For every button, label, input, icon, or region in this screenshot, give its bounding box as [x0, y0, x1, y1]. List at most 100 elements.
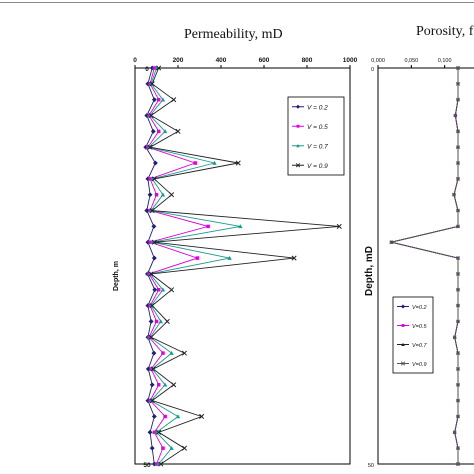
permeability-legend: V = 0.2 V = 0.5 V = 0.7 V = 0.9 [287, 96, 345, 176]
permeability-data-point [162, 382, 168, 387]
permeability-series-group [143, 65, 342, 467]
porosity-legend-marker [401, 342, 405, 346]
permeability-data-point [169, 350, 174, 355]
permeability-data-point [147, 335, 153, 340]
permeability-data-point [152, 430, 157, 435]
permeability-x-tick-label: 1000 [343, 57, 358, 64]
permeability-data-point [148, 81, 154, 86]
permeability-data-point [161, 446, 165, 450]
permeability-data-point [171, 382, 177, 388]
permeability-data-point [169, 445, 174, 450]
permeability-axes: 0 200 400 600 800 1000 0 50 [133, 57, 357, 469]
porosity-data-point [456, 351, 460, 356]
permeability-data-point [164, 318, 170, 324]
permeability-data-point [235, 160, 241, 166]
porosity-data-point [456, 382, 460, 387]
porosity-data-point [456, 97, 460, 102]
porosity-data-point [456, 176, 460, 181]
permeability-data-point [149, 398, 155, 404]
permeability-data-point [148, 271, 154, 277]
permeability-chart-title: Permeability, mD [184, 27, 283, 42]
permeability-data-point [156, 97, 161, 102]
permeability-data-point [152, 287, 158, 293]
permeability-data-point [154, 462, 159, 466]
porosity-series-line [391, 68, 459, 464]
permeability-x-tick-label: 600 [259, 57, 270, 64]
permeability-data-point [168, 192, 175, 198]
porosity-data-point [456, 398, 460, 403]
porosity-chart-title: Porosity, f [416, 24, 474, 39]
permeability-data-point [206, 224, 210, 229]
permeability-y-tick-label: 0 [145, 66, 149, 73]
porosity-legend-marker [400, 361, 406, 366]
permeability-data-point [148, 398, 154, 403]
permeability-data-point [154, 192, 159, 197]
porosity-data-point [456, 224, 460, 229]
permeability-x-tick-label: 200 [173, 57, 184, 64]
porosity-data-point [456, 287, 460, 292]
permeability-data-point [151, 255, 157, 261]
porosity-data-point [456, 462, 460, 466]
permeability-y-tick-label: 50 [143, 462, 151, 469]
permeability-data-point [148, 240, 152, 244]
permeability-x-tick-label: 400 [216, 57, 227, 64]
porosity-y-tick-label: 50 [368, 463, 374, 469]
porosity-data-point [452, 335, 457, 340]
permeability-data-point [146, 145, 152, 149]
permeability-legend-marker [295, 163, 301, 168]
permeability-data-point [193, 161, 197, 165]
permeability-data-point [147, 144, 153, 150]
permeability-data-point [150, 128, 156, 134]
permeability-series-line [147, 67, 210, 465]
permeability-data-point [175, 414, 181, 419]
permeability-data-point [151, 413, 157, 420]
permeability-data-point [148, 318, 154, 324]
porosity-x-tick-label: 0,100 [438, 58, 452, 64]
porosity-data-point [456, 66, 460, 70]
permeability-data-point [238, 224, 243, 229]
porosity-data-point [456, 208, 460, 213]
permeability-data-point [156, 65, 162, 71]
permeability-data-point [158, 461, 164, 467]
porosity-series-line [391, 68, 459, 464]
permeability-data-point [152, 160, 158, 166]
permeability-series-line [148, 67, 241, 465]
porosity-data-point [452, 192, 456, 197]
permeability-data-point [149, 208, 155, 214]
permeability-data-point [147, 113, 153, 118]
porosity-data-point [456, 256, 460, 261]
porosity-data-point [456, 446, 460, 451]
porosity-legend-label: V=0.9 [412, 362, 427, 368]
porosity-series-line [391, 68, 459, 464]
porosity-data-point [456, 161, 460, 165]
permeability-legend-marker [295, 104, 301, 109]
permeability-data-point [181, 445, 188, 451]
permeability-data-point [160, 192, 166, 197]
permeability-data-point [150, 366, 155, 371]
permeability-data-point [149, 382, 155, 388]
permeability-data-point [149, 303, 155, 309]
permeability-data-point [148, 112, 154, 119]
permeability-data-point [195, 256, 200, 260]
permeability-plot-area [134, 67, 351, 465]
porosity-data-point [456, 303, 460, 308]
permeability-data-point [150, 366, 156, 372]
porosity-legend-box [392, 296, 434, 374]
porosity-data-point [456, 271, 460, 276]
porosity-legend-label: V=0.2 [412, 305, 427, 311]
permeability-data-point [160, 97, 166, 102]
porosity-axes: 0,000 0,050 0,100 0 50 [368, 58, 452, 469]
permeability-x-tick-label: 800 [302, 57, 313, 64]
permeability-data-point [168, 287, 175, 293]
permeability-data-point [147, 192, 153, 198]
permeability-data-point [336, 223, 342, 229]
permeability-data-point [227, 255, 232, 260]
top-divider [0, 2, 474, 3]
porosity-series-group [389, 66, 460, 466]
permeability-data-point [148, 303, 154, 308]
permeability-data-point [199, 413, 205, 420]
permeability-data-point [212, 160, 217, 165]
permeability-data-point [158, 319, 163, 324]
porosity-y-tick-label: 0 [371, 67, 374, 73]
